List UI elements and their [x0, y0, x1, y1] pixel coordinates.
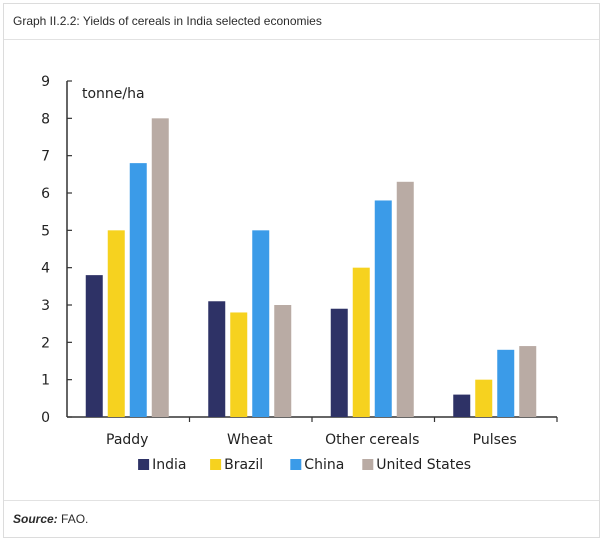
bar-united-states — [396, 181, 414, 417]
bar-chart: 0 1 2 3 4 5 6 7 8 9 tonne/ha Paddy Wheat Other cereal… — [41, 74, 558, 473]
legend-swatch — [290, 459, 302, 470]
legend-label: Brazil — [224, 457, 263, 473]
bar-india — [453, 394, 471, 417]
legend-label: India — [152, 457, 186, 473]
y-tick-label: 3 — [41, 298, 50, 314]
unit-label: tonne/ha — [82, 86, 145, 102]
bar-india — [330, 308, 348, 417]
figure-footer: Source: FAO. — [4, 500, 599, 537]
y-tick-label: 4 — [41, 261, 50, 277]
bar-brazil — [475, 379, 493, 417]
legend-swatch — [210, 459, 222, 470]
figure-title: Graph II.2.2: Yields of cereals in India… — [13, 14, 322, 28]
x-category-label: Wheat — [227, 432, 273, 448]
legend-swatch — [138, 459, 150, 470]
x-category-label: Other cereals — [325, 432, 419, 448]
chart-area: 0 1 2 3 4 5 6 7 8 9 tonne/ha Paddy Wheat Other cereal… — [4, 40, 601, 502]
legend-label: United States — [376, 457, 471, 473]
legend-label: China — [304, 457, 344, 473]
y-tick-label: 6 — [41, 186, 50, 202]
y-tick-label: 0 — [41, 410, 50, 426]
figure-frame: Graph II.2.2: Yields of cereals in India… — [3, 3, 600, 538]
y-tick-label: 5 — [41, 223, 50, 239]
bar-china — [252, 230, 270, 417]
y-tick-label: 7 — [41, 149, 50, 165]
bar-brazil — [107, 230, 125, 417]
bar-brazil — [352, 267, 370, 417]
y-tick-label: 9 — [41, 74, 50, 90]
bar-united-states — [151, 118, 169, 417]
bar-india — [85, 275, 103, 417]
legend-swatch — [362, 459, 374, 470]
bar-united-states — [519, 346, 537, 417]
source-label: Source: — [13, 512, 58, 526]
source-note: Source: FAO. — [13, 512, 88, 526]
y-tick-label: 2 — [41, 335, 50, 351]
source-text: FAO. — [61, 512, 89, 526]
figure-header: Graph II.2.2: Yields of cereals in India… — [4, 4, 599, 40]
y-tick-label: 1 — [41, 373, 50, 389]
x-category-label: Paddy — [106, 432, 148, 448]
x-category-label: Pulses — [473, 432, 517, 448]
bar-brazil — [230, 312, 248, 417]
bar-china — [497, 349, 515, 417]
bar-united-states — [274, 305, 292, 417]
y-tick-label: 8 — [41, 111, 50, 127]
bar-china — [129, 163, 147, 417]
bar-india — [208, 301, 226, 417]
bar-china — [374, 200, 392, 417]
